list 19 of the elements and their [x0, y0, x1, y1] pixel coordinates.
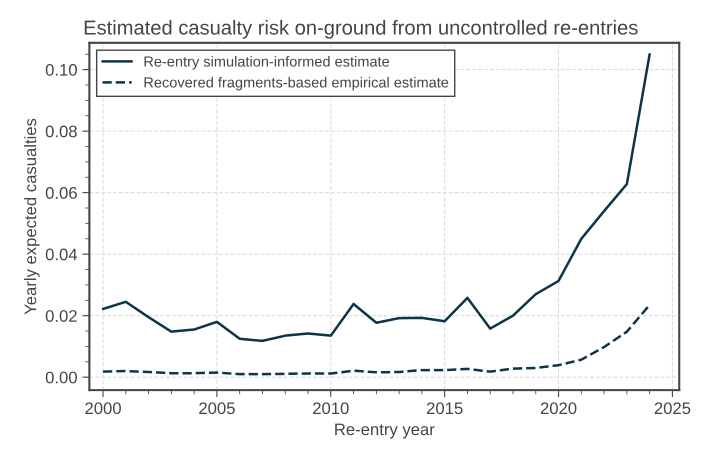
- line-series: [102, 52, 651, 342]
- x-tick-label: 2025: [654, 402, 690, 414]
- line-series: [102, 304, 651, 376]
- x-tick-label: 2015: [426, 402, 463, 414]
- x-tick-label: 2020: [540, 402, 576, 414]
- x-tick-label: 2010: [313, 402, 349, 414]
- y-tick-label: 0.08: [46, 126, 77, 138]
- y-tick-label: 0.02: [46, 310, 77, 322]
- x-axis-title: Re-entry year: [335, 424, 435, 439]
- legend-label: Re-entry simulation-informed estimate: [144, 56, 390, 70]
- y-tick-label: 0.00: [46, 372, 77, 384]
- chart-title: Estimated casualty risk on-ground from uncontrolled re-entries: [84, 20, 638, 39]
- x-tick-label: 2005: [199, 402, 235, 414]
- legend-label: Recovered fragments-based empirical estimate: [144, 76, 448, 90]
- y-tick-label: 0.04: [46, 248, 78, 260]
- y-tick-label: 0.06: [46, 187, 77, 199]
- x-tick-label: 2000: [85, 402, 121, 414]
- y-tick-label: 0.10: [46, 64, 77, 76]
- y-axis-title: Yearly expected casualties: [24, 118, 40, 314]
